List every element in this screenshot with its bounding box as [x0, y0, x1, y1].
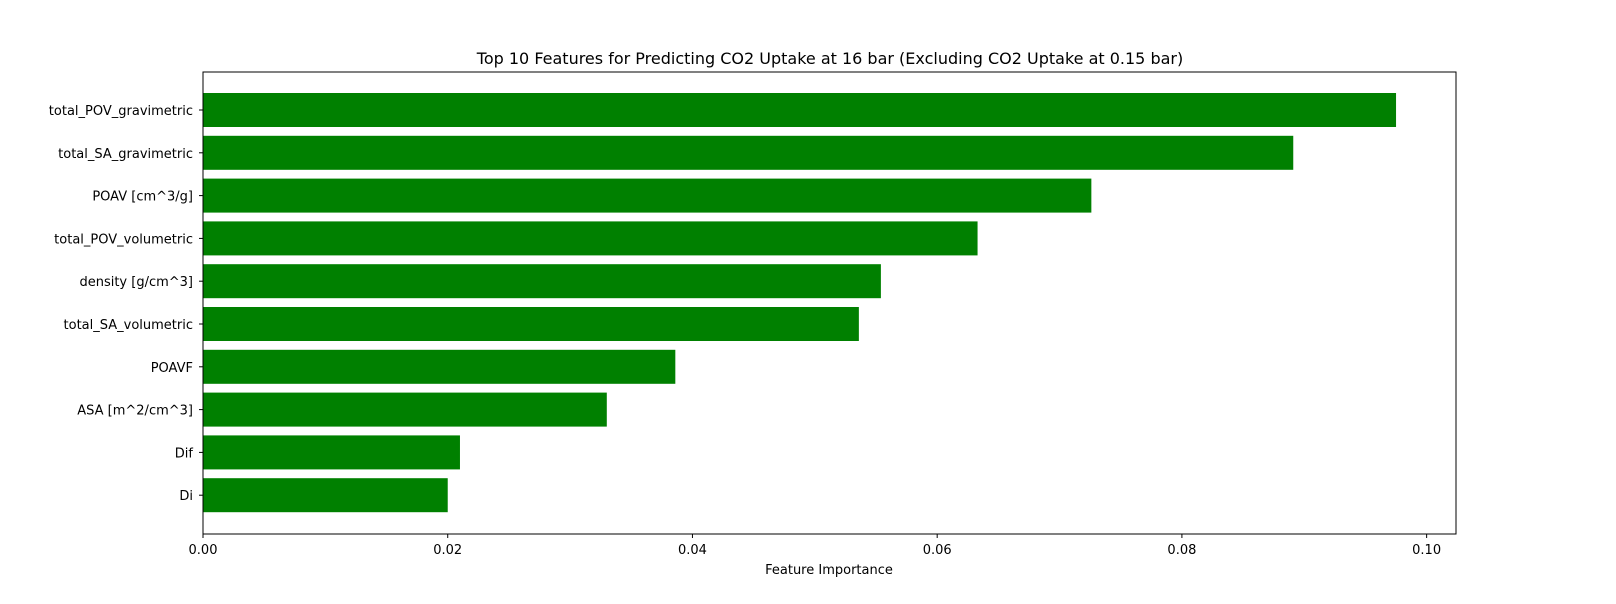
x-axis: 0.00 0.02 0.04 0.06 0.08 0.10	[189, 534, 1441, 558]
bar	[203, 221, 978, 256]
x-tick-label: 0.04	[678, 543, 707, 558]
x-tick-label: 0.00	[189, 543, 218, 558]
y-tick-label: total_POV_volumetric	[54, 232, 193, 247]
chart-title: Top 10 Features for Predicting CO2 Uptak…	[476, 49, 1183, 68]
bar	[203, 392, 607, 427]
bar	[203, 264, 881, 299]
y-tick-label: Dif	[175, 446, 194, 461]
bars-layer	[203, 93, 1397, 513]
y-tick-label: total_POV_gravimetric	[49, 104, 193, 119]
bar	[203, 307, 859, 341]
y-tick-label: total_SA_volumetric	[64, 318, 193, 333]
y-tick-label: POAVF	[151, 361, 193, 376]
x-axis-label: Feature Importance	[765, 563, 893, 578]
x-tick-label: 0.02	[433, 543, 462, 558]
x-tick-label: 0.06	[923, 543, 952, 558]
bar	[203, 435, 460, 470]
plot-frame	[202, 71, 1457, 535]
x-tick-label: 0.08	[1167, 543, 1196, 558]
y-tick-label: total_SA_gravimetric	[58, 147, 193, 162]
y-tick-label: density [g/cm^3]	[79, 275, 193, 290]
y-axis: total_POV_gravimetric total_SA_gravimetri…	[49, 104, 203, 504]
y-tick-label: POAV [cm^3/g]	[92, 190, 193, 205]
y-tick-label: Di	[179, 489, 193, 504]
bar	[203, 349, 676, 384]
y-tick-label: ASA [m^2/cm^3]	[77, 404, 193, 419]
bar	[203, 178, 1092, 213]
bar	[203, 135, 1294, 170]
x-tick-label: 0.10	[1412, 543, 1441, 558]
bar	[203, 478, 448, 513]
bar	[203, 93, 1397, 127]
